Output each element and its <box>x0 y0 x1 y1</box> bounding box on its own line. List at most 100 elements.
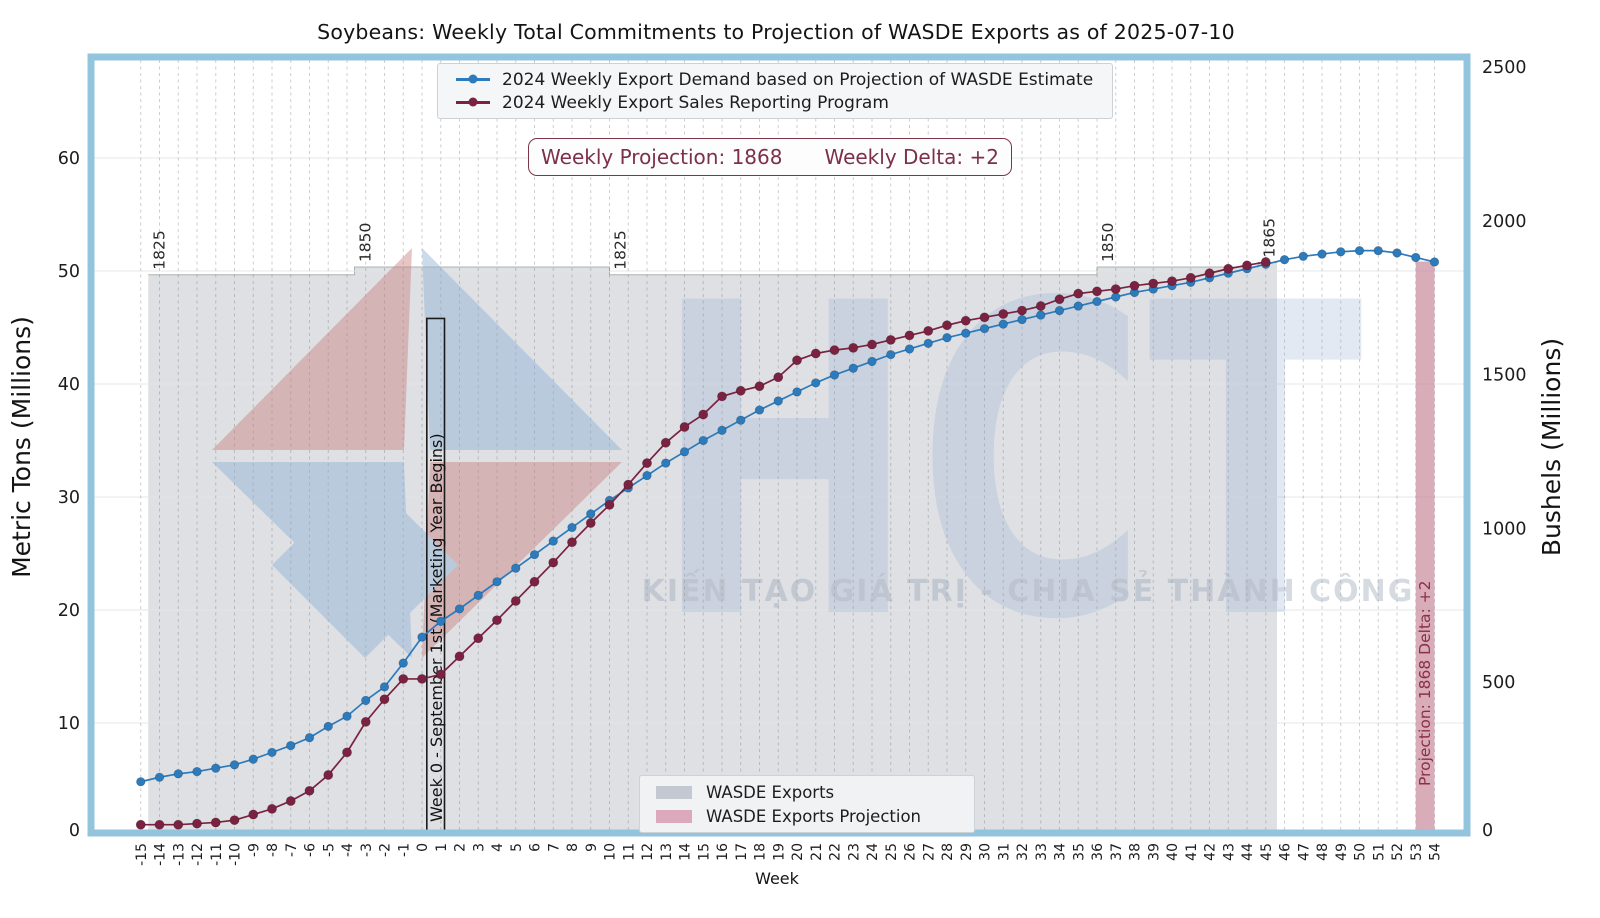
x-tick-label: 11 <box>621 843 637 861</box>
y-right-tick-label: 1500 <box>1482 366 1527 386</box>
y-right-tick-label: 2500 <box>1482 58 1527 78</box>
x-tick-label: 1 <box>434 843 450 852</box>
demand-series-point <box>529 549 540 560</box>
sales-series-point <box>210 817 221 828</box>
sales-series-point <box>323 770 334 780</box>
sales-series-point <box>1035 301 1046 311</box>
demand-series-point <box>979 323 990 334</box>
demand-series-point <box>1092 296 1102 307</box>
x-tick-label: 22 <box>828 843 844 861</box>
x-tick-label: 54 <box>1428 843 1444 861</box>
demand-series-point <box>173 769 183 779</box>
projection-bar-label: Projection: 1868 Delta: +2 <box>1416 580 1434 786</box>
demand-series-point <box>548 536 558 546</box>
demand-series-point <box>1017 314 1027 325</box>
watermark-logo-triangle <box>422 248 622 450</box>
sales-series-point <box>979 312 990 323</box>
x-tick-label: -15 <box>134 843 150 866</box>
x-tick-label: -7 <box>284 843 300 857</box>
wasde-projection-patch-icon <box>656 809 692 823</box>
x-tick-label: -4 <box>340 843 356 857</box>
x-tick-label: 41 <box>1184 843 1200 861</box>
x-tick-label: 46 <box>1278 843 1294 861</box>
legend-item-wasde-projection[interactable]: WASDE Exports Projection <box>656 807 974 826</box>
plot-background <box>91 57 1467 833</box>
area-legend: WASDE Exports WASDE Exports Projection <box>639 775 975 833</box>
sales-series-point <box>567 537 577 548</box>
y-left-tick-label: 30 <box>58 488 80 508</box>
x-tick-label: 29 <box>959 843 975 861</box>
x-tick-label: -9 <box>246 843 262 857</box>
demand-series-point <box>848 363 858 373</box>
legend-item-sales[interactable]: 2024 Weekly Export Sales Reporting Progr… <box>456 93 1112 113</box>
sales-series-point <box>623 479 634 490</box>
demand-series-point <box>286 740 296 751</box>
demand-series-point <box>361 695 371 706</box>
sales-series-markers <box>135 257 1271 830</box>
sales-series-point <box>248 809 259 820</box>
x-tick-label: 34 <box>1053 843 1069 861</box>
x-tick-label: 47 <box>1296 843 1312 861</box>
demand-series-point <box>867 356 877 367</box>
x-tick-label: 28 <box>940 843 956 861</box>
sales-series-point <box>435 669 446 680</box>
sales-series-point <box>1129 280 1140 291</box>
x-tick-label: 38 <box>1128 843 1144 861</box>
sales-series-point <box>360 716 371 727</box>
x-tick-label: 44 <box>1240 843 1256 861</box>
sales-series-point <box>1092 286 1102 297</box>
x-tick-label: 24 <box>865 843 881 861</box>
demand-series-point <box>192 766 202 777</box>
sales-series-point <box>1167 276 1177 287</box>
wasde-projection-bar <box>1415 261 1435 832</box>
sales-series-point <box>1148 278 1159 289</box>
sales-series-point <box>998 308 1009 319</box>
demand-series-point <box>661 458 671 468</box>
sales-series-point <box>1242 260 1252 271</box>
demand-series-point <box>154 772 165 782</box>
demand-series-point <box>736 415 746 425</box>
demand-series-point <box>698 435 708 446</box>
y-right-tick-label: 500 <box>1482 673 1515 693</box>
y-left-tick-label: 0 <box>69 821 80 841</box>
demand-series-point <box>229 760 240 770</box>
sales-series-point <box>698 409 709 420</box>
sales-series-point <box>792 355 802 366</box>
demand-series-point <box>754 405 765 415</box>
x-tick-label: 8 <box>565 843 581 852</box>
x-tick-label: -3 <box>359 843 375 857</box>
wasde-level-label: 1825 <box>612 230 630 269</box>
y-right-tick-label: 2000 <box>1482 212 1527 232</box>
demand-series-point <box>829 370 840 380</box>
x-tick-label: -2 <box>378 843 394 857</box>
watermark-slogan-text: KIẾN TẠO GIÁ TRỊ - CHIA SẺ THÀNH CÔNG <box>642 569 1415 609</box>
demand-series-point <box>267 747 277 758</box>
sales-line-marker-icon <box>456 97 490 107</box>
weekly-projection-annotation: Weekly Projection: 1868 Weekly Delta: +2 <box>528 138 1012 176</box>
x-tick-label: 4 <box>490 843 506 852</box>
y-axis-left-label: Metric Tons (Millions) <box>7 316 36 578</box>
x-tick-label: 16 <box>715 843 731 861</box>
sales-series-point <box>1017 305 1027 316</box>
x-tick-label: 51 <box>1371 843 1387 861</box>
sales-series-point <box>267 803 277 814</box>
demand-series-point <box>492 577 502 587</box>
demand-series-point <box>379 682 390 692</box>
x-tick-label: 39 <box>1146 843 1162 861</box>
y-left-tick-label: 60 <box>58 149 80 169</box>
legend-item-wasde-exports[interactable]: WASDE Exports <box>656 783 974 802</box>
sales-series-point <box>867 339 877 350</box>
legend-item-demand[interactable]: 2024 Weekly Export Demand based on Proje… <box>456 70 1112 90</box>
demand-series-point <box>961 328 971 338</box>
weekly-projection-value: Weekly Projection: 1868 <box>541 145 783 169</box>
y-right-tick-label: 1000 <box>1482 519 1527 539</box>
x-tick-label: 48 <box>1315 843 1331 861</box>
sales-series-point <box>1204 268 1215 279</box>
sales-series-point <box>773 372 784 383</box>
x-tick-label: 45 <box>1259 843 1275 861</box>
demand-series-point <box>248 754 258 764</box>
sales-series-point <box>754 381 765 392</box>
sales-series-point <box>885 334 896 345</box>
